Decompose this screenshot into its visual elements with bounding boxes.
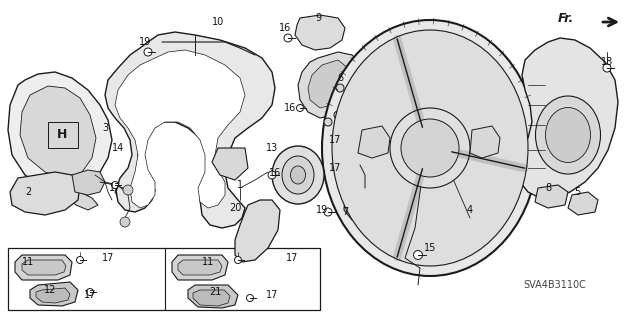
Circle shape bbox=[420, 138, 440, 158]
Polygon shape bbox=[65, 185, 98, 210]
Circle shape bbox=[413, 250, 422, 259]
Text: 16: 16 bbox=[284, 103, 296, 113]
Polygon shape bbox=[298, 52, 365, 118]
Polygon shape bbox=[105, 32, 275, 228]
Polygon shape bbox=[172, 255, 228, 280]
Circle shape bbox=[324, 208, 332, 216]
Text: 16: 16 bbox=[269, 168, 281, 178]
Text: 17: 17 bbox=[102, 253, 114, 263]
Polygon shape bbox=[115, 183, 135, 198]
Text: 12: 12 bbox=[44, 285, 56, 295]
Text: 8: 8 bbox=[545, 183, 551, 193]
Polygon shape bbox=[72, 170, 105, 195]
Circle shape bbox=[123, 185, 133, 195]
Polygon shape bbox=[518, 38, 618, 198]
Text: SVA4B3110C: SVA4B3110C bbox=[524, 280, 586, 290]
Circle shape bbox=[234, 256, 241, 263]
Text: H: H bbox=[57, 129, 67, 142]
Polygon shape bbox=[535, 185, 568, 208]
Circle shape bbox=[296, 105, 303, 112]
Circle shape bbox=[111, 182, 118, 189]
Circle shape bbox=[86, 288, 93, 295]
Polygon shape bbox=[235, 200, 280, 262]
Polygon shape bbox=[115, 50, 245, 208]
Circle shape bbox=[417, 162, 423, 168]
Text: 17: 17 bbox=[329, 163, 341, 173]
Text: 18: 18 bbox=[601, 57, 613, 67]
Circle shape bbox=[246, 294, 253, 301]
Circle shape bbox=[144, 48, 152, 56]
Text: 11: 11 bbox=[202, 257, 214, 267]
Text: 7: 7 bbox=[342, 207, 348, 217]
Polygon shape bbox=[470, 126, 500, 158]
Circle shape bbox=[603, 64, 611, 72]
Text: 2: 2 bbox=[25, 187, 31, 197]
Circle shape bbox=[407, 145, 413, 151]
Ellipse shape bbox=[322, 20, 538, 276]
Text: 16: 16 bbox=[279, 23, 291, 33]
Circle shape bbox=[437, 162, 443, 168]
Circle shape bbox=[268, 171, 276, 179]
Text: 5: 5 bbox=[574, 187, 580, 197]
Text: 17: 17 bbox=[109, 183, 121, 193]
Circle shape bbox=[447, 145, 453, 151]
Text: 3: 3 bbox=[102, 123, 108, 133]
Text: 20: 20 bbox=[229, 203, 241, 213]
Circle shape bbox=[324, 118, 332, 126]
Text: 17: 17 bbox=[329, 135, 341, 145]
Text: 10: 10 bbox=[212, 17, 224, 27]
Polygon shape bbox=[295, 15, 345, 50]
Polygon shape bbox=[193, 290, 230, 306]
Polygon shape bbox=[22, 260, 66, 275]
Circle shape bbox=[334, 111, 342, 119]
Text: 4: 4 bbox=[467, 205, 473, 215]
Text: 9: 9 bbox=[315, 13, 321, 23]
Text: 1: 1 bbox=[237, 180, 243, 190]
Text: 17: 17 bbox=[266, 290, 278, 300]
Ellipse shape bbox=[272, 146, 324, 204]
Ellipse shape bbox=[536, 96, 600, 174]
Text: 17: 17 bbox=[286, 253, 298, 263]
Polygon shape bbox=[15, 255, 72, 280]
Circle shape bbox=[341, 98, 349, 106]
Polygon shape bbox=[568, 192, 598, 215]
Text: 21: 21 bbox=[209, 287, 221, 297]
Text: 14: 14 bbox=[112, 143, 124, 153]
Polygon shape bbox=[36, 288, 70, 303]
Circle shape bbox=[284, 34, 292, 42]
Bar bbox=[8, 248, 320, 310]
Text: 19: 19 bbox=[316, 205, 328, 215]
Text: 6: 6 bbox=[337, 73, 343, 83]
Text: Fr.: Fr. bbox=[557, 11, 574, 25]
Circle shape bbox=[120, 217, 130, 227]
Polygon shape bbox=[10, 172, 80, 215]
Polygon shape bbox=[8, 72, 112, 192]
Ellipse shape bbox=[291, 166, 305, 184]
Ellipse shape bbox=[332, 30, 528, 266]
Ellipse shape bbox=[390, 108, 470, 188]
Polygon shape bbox=[358, 126, 390, 158]
Polygon shape bbox=[244, 208, 270, 248]
Circle shape bbox=[437, 128, 443, 134]
Circle shape bbox=[77, 256, 83, 263]
Ellipse shape bbox=[401, 119, 459, 177]
Text: 11: 11 bbox=[22, 257, 34, 267]
Text: 13: 13 bbox=[266, 143, 278, 153]
Ellipse shape bbox=[282, 156, 314, 194]
Polygon shape bbox=[344, 188, 375, 222]
Circle shape bbox=[336, 84, 344, 92]
Polygon shape bbox=[178, 260, 222, 275]
Polygon shape bbox=[188, 285, 238, 308]
Polygon shape bbox=[308, 60, 352, 108]
Text: 19: 19 bbox=[139, 37, 151, 47]
Ellipse shape bbox=[545, 108, 591, 162]
Text: 17: 17 bbox=[84, 290, 96, 300]
Polygon shape bbox=[30, 282, 78, 306]
Polygon shape bbox=[20, 86, 96, 178]
Circle shape bbox=[417, 128, 423, 134]
Text: 15: 15 bbox=[424, 243, 436, 253]
Polygon shape bbox=[212, 148, 248, 180]
